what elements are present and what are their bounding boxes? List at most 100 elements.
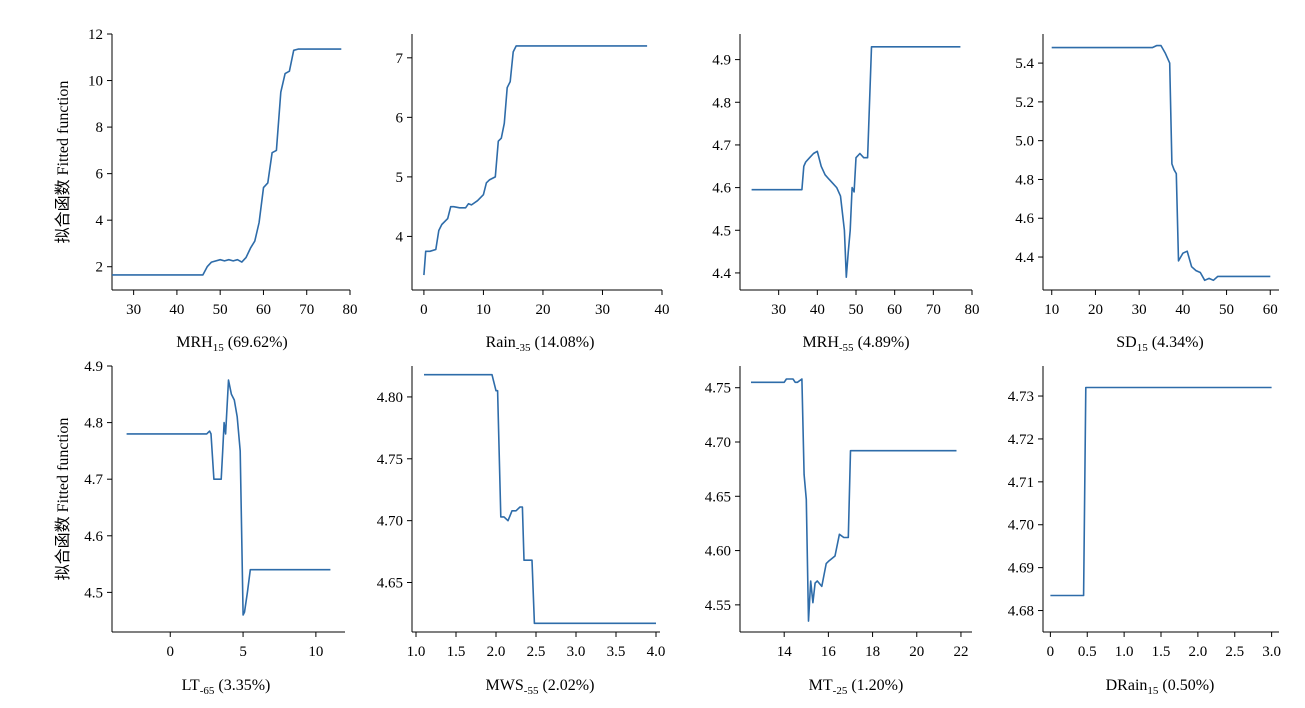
y-tick-label: 4.5: [84, 585, 103, 601]
subplot-1: 30 40 50 60 70 80 2 4 6 8 10 12 MRH15 (69.62%) 拟合函数 F…: [54, 27, 358, 354]
x-tick-label: 2.5: [1225, 644, 1244, 660]
y-tick-label: 2: [96, 260, 104, 276]
subplot-2: 0 10 20 30 40 4 5 6 7 Rain-35 (14.08%): [396, 34, 670, 354]
x-tick-label: 50: [1219, 302, 1234, 318]
y-tick-label: 4: [396, 229, 404, 245]
y-tick-label: 4.70: [705, 435, 731, 451]
subplot-4: 10 20 30 40 50 60 4.4 4.6 4.8 5.0 5.2 5.4 SD15 (4.34…: [1015, 34, 1279, 354]
series-line: [1051, 44, 1271, 282]
x-axis-label: LT-65 (3.35%): [182, 677, 271, 697]
y-tick-label: 4.70: [377, 514, 403, 530]
x-tick-label: 10: [1044, 302, 1059, 318]
x-tick-label: 0: [420, 302, 428, 318]
x-tick-label: 40: [1175, 302, 1190, 318]
subplot-5: 0 5 10 4.5 4.6 4.7 4.8 4.9 LT-65 (3.35%) 拟合函数 Fit…: [54, 359, 345, 697]
x-tick-label: 40: [169, 302, 184, 318]
x-tick-label: 10: [476, 302, 491, 318]
x-tick-label: 2.5: [527, 644, 546, 660]
subplot-3: 30 40 50 60 70 80 4.4 4.5 4.6 4.7 4.8 4.9 MRH-55 (4.…: [712, 34, 980, 354]
y-tick-label: 4.72: [1008, 432, 1034, 448]
series-line: [126, 379, 331, 616]
series-line: [112, 48, 342, 276]
x-tick-label: 2.0: [487, 644, 506, 660]
x-axis-label: Rain-35 (14.08%): [486, 334, 595, 354]
x-tick-label: 80: [965, 302, 980, 318]
x-tick-label: 10: [308, 644, 323, 660]
x-axis-label: SD15 (4.34%): [1116, 334, 1203, 354]
series-line: [423, 45, 648, 276]
x-axis-label: DRain15 (0.50%): [1106, 677, 1215, 697]
x-tick-label: 18: [865, 644, 880, 660]
y-tick-label: 4.75: [705, 381, 731, 397]
x-tick-label: 30: [771, 302, 786, 318]
y-tick-label: 6: [396, 110, 404, 126]
y-tick-label: 4.7: [84, 472, 103, 488]
x-axis-label: MWS-55 (2.02%): [486, 677, 595, 697]
y-tick-label: 4.68: [1008, 604, 1034, 620]
x-tick-label: 1.5: [447, 644, 466, 660]
x-tick-label: 1.0: [1115, 644, 1134, 660]
series-line: [424, 373, 656, 625]
x-tick-label: 14: [777, 644, 793, 660]
y-tick-label: 12: [88, 27, 103, 43]
x-tick-label: 60: [1263, 302, 1278, 318]
subplot-6: 1.0 1.5 2.0 2.5 3.0 3.5 4.0 4.65 4.70 4.75 4.80 MWS…: [377, 366, 666, 697]
y-tick-label: 6: [96, 167, 104, 183]
x-tick-label: 5: [239, 644, 247, 660]
x-axis-label: MRH-55 (4.89%): [802, 334, 909, 354]
x-tick-label: 80: [343, 302, 358, 318]
x-tick-label: 2.0: [1189, 644, 1208, 660]
x-axis-label: MRH15 (69.62%): [176, 334, 287, 354]
x-tick-label: 30: [1132, 302, 1147, 318]
y-tick-label: 7: [396, 51, 404, 67]
y-tick-label: 4.4: [712, 266, 731, 282]
x-tick-label: 40: [810, 302, 825, 318]
y-tick-label: 4.8: [1015, 172, 1034, 188]
subplot-7: 14 16 18 20 22 4.55 4.60 4.65 4.70 4.75 MT-25 (1.2…: [705, 366, 972, 697]
y-axis-label: 拟合函数 Fitted function: [54, 81, 72, 244]
y-axis-label: 拟合函数 Fitted function: [54, 418, 72, 581]
y-tick-label: 4.65: [377, 576, 403, 592]
x-tick-label: 22: [953, 644, 968, 660]
x-tick-label: 30: [126, 302, 141, 318]
series-line: [751, 378, 957, 622]
x-tick-label: 1.0: [407, 644, 426, 660]
y-tick-label: 4.60: [705, 544, 731, 560]
y-tick-label: 4.70: [1008, 518, 1034, 534]
x-axis-label: MT-25 (1.20%): [809, 677, 904, 697]
x-tick-label: 3.0: [567, 644, 586, 660]
y-tick-label: 4.75: [377, 452, 403, 468]
x-tick-label: 3.5: [607, 644, 626, 660]
y-tick-label: 4.69: [1008, 561, 1034, 577]
y-tick-label: 5: [396, 170, 404, 186]
y-tick-label: 4.55: [705, 598, 731, 614]
series-line: [751, 46, 961, 278]
x-tick-label: 4.0: [647, 644, 666, 660]
y-tick-label: 4.9: [712, 53, 731, 69]
x-tick-label: 1.5: [1152, 644, 1171, 660]
x-tick-label: 60: [256, 302, 271, 318]
y-tick-label: 4.80: [377, 390, 403, 406]
x-tick-label: 60: [887, 302, 902, 318]
y-tick-label: 4.9: [84, 359, 103, 375]
y-tick-label: 4.8: [712, 95, 731, 111]
series-line: [1050, 386, 1272, 597]
x-tick-label: 50: [213, 302, 228, 318]
x-tick-label: 50: [849, 302, 864, 318]
y-tick-label: 4.7: [712, 138, 731, 154]
y-tick-label: 5.0: [1015, 134, 1034, 150]
x-tick-label: 40: [655, 302, 670, 318]
subplot-8: 0 0.5 1.0 1.5 2.0 2.5 3.0 4.68 4.69 4.70 4.71 4.72 4…: [1008, 366, 1281, 697]
y-tick-label: 4.71: [1008, 475, 1034, 491]
x-tick-label: 30: [595, 302, 610, 318]
y-tick-label: 4.6: [84, 529, 103, 545]
y-tick-label: 8: [96, 120, 104, 136]
x-tick-label: 0.5: [1078, 644, 1097, 660]
x-tick-label: 70: [299, 302, 314, 318]
y-tick-label: 10: [88, 74, 103, 90]
y-tick-label: 4.8: [84, 416, 103, 432]
x-tick-label: 0: [1047, 644, 1055, 660]
y-tick-label: 4.5: [712, 223, 731, 239]
x-tick-label: 20: [1088, 302, 1103, 318]
y-tick-label: 4.73: [1008, 389, 1034, 405]
